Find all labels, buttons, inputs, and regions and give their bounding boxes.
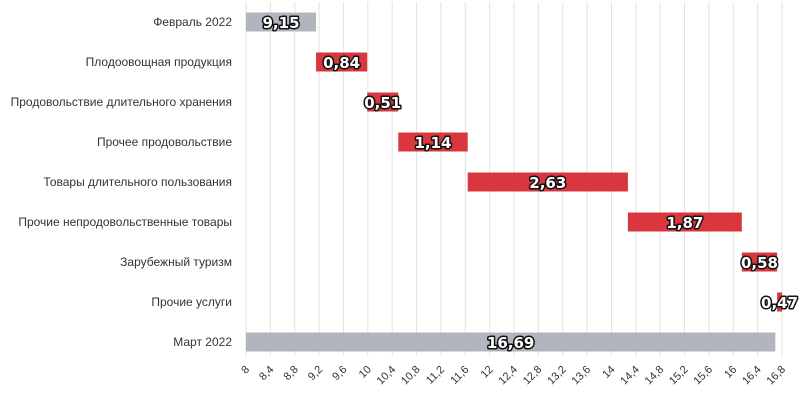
data-label: 1,14 bbox=[414, 134, 451, 152]
x-tick-label: 10,8 bbox=[399, 364, 423, 388]
x-tick-label: 8,8 bbox=[282, 364, 301, 383]
increment-bar bbox=[741, 252, 778, 272]
increment-bar bbox=[316, 52, 368, 72]
x-tick-label: 16 bbox=[722, 364, 739, 381]
data-label: 0,51 bbox=[364, 94, 401, 112]
x-tick-label: 11,6 bbox=[448, 364, 471, 387]
x-tick-label: 12 bbox=[479, 364, 496, 381]
total-bar bbox=[246, 12, 317, 32]
x-tick-label: 15,2 bbox=[667, 364, 691, 388]
x-tick-label: 13,6 bbox=[570, 364, 594, 388]
category-label: Зарубежный туризм bbox=[120, 255, 232, 269]
category-label: Март 2022 bbox=[173, 335, 232, 349]
category-label: Продовольствие длительного хранения bbox=[11, 95, 232, 109]
increment-bar bbox=[367, 92, 399, 112]
data-label: 2,63 bbox=[529, 174, 566, 192]
total-bar bbox=[246, 332, 776, 352]
bar-layer bbox=[246, 12, 782, 352]
category-label: Плодоовощная продукция bbox=[86, 55, 232, 69]
data-label: 0,58 bbox=[741, 254, 778, 272]
category-label: Прочие услуги bbox=[151, 295, 232, 309]
increment-bar bbox=[398, 132, 468, 152]
category-label: Товары длительного пользования bbox=[43, 175, 232, 189]
x-tick-label: 11,2 bbox=[424, 364, 447, 387]
category-labels: Февраль 2022 Плодоовощная продукция Продов… bbox=[11, 15, 233, 349]
x-tick-label: 12,4 bbox=[496, 364, 520, 388]
x-tick-label: 8,4 bbox=[257, 364, 276, 383]
data-label: 16,69 bbox=[487, 334, 534, 352]
x-tick-label: 14,8 bbox=[643, 364, 667, 388]
data-label: 1,87 bbox=[666, 214, 703, 232]
category-label: Февраль 2022 bbox=[153, 15, 232, 29]
data-label: 9,15 bbox=[263, 14, 300, 32]
x-tick-label: 10,4 bbox=[375, 364, 399, 388]
category-label: Прочее продовольствие bbox=[97, 135, 232, 149]
x-tick-label: 14 bbox=[600, 364, 617, 381]
x-tick-label: 9,2 bbox=[306, 364, 325, 383]
data-label: 0,84 bbox=[323, 54, 360, 72]
increment-bar bbox=[467, 172, 628, 192]
increment-bar bbox=[627, 212, 742, 232]
x-tick-label: 16,8 bbox=[764, 364, 788, 388]
x-tick-label: 9,6 bbox=[330, 364, 349, 383]
x-axis-ticks: 8 8,4 8,8 9,2 9,6 10 10,4 10,8 11,2 11,6 12 12,4 12,… bbox=[239, 364, 788, 388]
x-tick-label: 16,4 bbox=[740, 364, 764, 388]
data-label: 0,47 bbox=[761, 294, 798, 312]
value-labels: 9,15 0,84 0,51 1,14 2,63 1,87 0,58 0,47 16,69 bbox=[261, 13, 800, 354]
x-tick-label: 10 bbox=[357, 364, 374, 381]
x-tick-label: 13,2 bbox=[545, 364, 569, 388]
category-label: Прочие непродовольственные товары bbox=[18, 215, 232, 229]
x-tick-label: 12,8 bbox=[521, 364, 545, 388]
x-tick-label: 14,4 bbox=[618, 364, 642, 388]
x-tick-label: 8 bbox=[239, 364, 252, 377]
increment-bar bbox=[777, 292, 782, 312]
x-tick-label: 15,6 bbox=[691, 364, 715, 388]
